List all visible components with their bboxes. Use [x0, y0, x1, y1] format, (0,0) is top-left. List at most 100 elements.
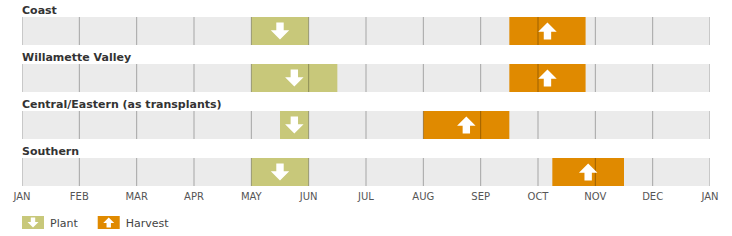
grid-line [22, 64, 23, 92]
grid-line [194, 158, 195, 186]
legend-swatch [98, 216, 120, 229]
grid-line [423, 111, 424, 139]
x-tick-label: OCT [528, 191, 550, 202]
x-tick-label: DEC [642, 191, 663, 202]
range-bar [509, 64, 585, 92]
chart-container: Coast Willamette Valley Central/Eastern (a… [0, 0, 732, 236]
range-bar [552, 158, 624, 186]
grid-line [480, 111, 481, 139]
grid-line [136, 158, 137, 186]
grid-line [366, 158, 367, 186]
grid-line [22, 17, 23, 45]
legend-label: Harvest [126, 217, 170, 230]
grid [22, 17, 710, 186]
category-label: Southern [22, 145, 79, 158]
grid-line [79, 64, 80, 92]
range-bar [251, 158, 308, 186]
bar-arrow [579, 164, 597, 181]
range-bar [423, 111, 509, 139]
grid-line [595, 64, 596, 92]
grid-line [595, 17, 596, 45]
grid-line [308, 158, 309, 186]
x-tick-label: JUL [357, 191, 374, 202]
grid-line [480, 64, 481, 92]
grid-line [538, 158, 539, 186]
grid-line [308, 111, 309, 139]
grid-line [79, 111, 80, 139]
grid-line [480, 158, 481, 186]
x-tick-label: JUN [299, 191, 318, 202]
grid-line [423, 17, 424, 45]
grid-line [595, 111, 596, 139]
x-tick-label: SEP [471, 191, 490, 202]
grid-line [652, 111, 653, 139]
grid-line [652, 158, 653, 186]
grid-line [136, 17, 137, 45]
range-bar [280, 111, 309, 139]
x-tick-label: MAY [241, 191, 263, 202]
x-tick-label: APR [184, 191, 204, 202]
x-tick-label: MAR [125, 191, 147, 202]
grid-line [136, 64, 137, 92]
grid-line [710, 158, 711, 186]
grid-line [251, 111, 252, 139]
grid-line [710, 17, 711, 45]
grid-line [22, 111, 23, 139]
legend-arrow [103, 218, 114, 228]
bar-arrow [538, 70, 556, 87]
grid-line [194, 111, 195, 139]
grid-line [79, 158, 80, 186]
legend-label: Plant [50, 217, 78, 230]
grid-line [136, 111, 137, 139]
grid-line [251, 17, 252, 45]
x-tick-label: FEB [70, 191, 89, 202]
category-label: Coast [22, 4, 57, 17]
x-tick-label: JAN [700, 191, 718, 202]
grid-line [710, 64, 711, 92]
grid-line [366, 64, 367, 92]
grid-line [710, 111, 711, 139]
row-backgrounds [22, 17, 710, 186]
grid-line [480, 17, 481, 45]
row-background [22, 111, 710, 139]
chart: Coast Willamette Valley Central/Eastern (a… [0, 0, 732, 236]
grid-line [251, 64, 252, 92]
legend-swatch [22, 216, 44, 229]
category-label: Central/Eastern (as transplants) [22, 98, 222, 111]
grid-line [194, 17, 195, 45]
bar-arrow [285, 117, 303, 134]
bar-arrow [538, 23, 556, 40]
grid-line [423, 158, 424, 186]
grid-line [308, 17, 309, 45]
row-background [22, 17, 710, 45]
arrows [271, 23, 598, 181]
grid-line [652, 17, 653, 45]
grid-line [652, 64, 653, 92]
category-label: Willamette Valley [22, 51, 131, 64]
bar-arrow [457, 117, 475, 134]
grid-line [538, 64, 539, 92]
grid-line [366, 111, 367, 139]
row-background [22, 158, 710, 186]
row-background [22, 64, 710, 92]
x-tick-label: AUG [412, 191, 434, 202]
grid-line [194, 64, 195, 92]
grid-line [79, 17, 80, 45]
range-bar [509, 17, 585, 45]
bars [251, 17, 624, 186]
grid-line [538, 17, 539, 45]
range-bar [251, 64, 337, 92]
grid-line [308, 64, 309, 92]
grid-line [366, 17, 367, 45]
range-bar [251, 17, 308, 45]
grid-line [538, 111, 539, 139]
bar-arrow [271, 23, 289, 40]
labels: Coast Willamette Valley Central/Eastern (a… [12, 4, 718, 202]
legend-arrow [28, 218, 39, 228]
legend: Plant Harvest [22, 216, 169, 230]
x-tick-label: JAN [12, 191, 30, 202]
grid-line [423, 64, 424, 92]
bar-arrow [271, 164, 289, 181]
bar-arrow [285, 70, 303, 87]
grid-line [251, 158, 252, 186]
